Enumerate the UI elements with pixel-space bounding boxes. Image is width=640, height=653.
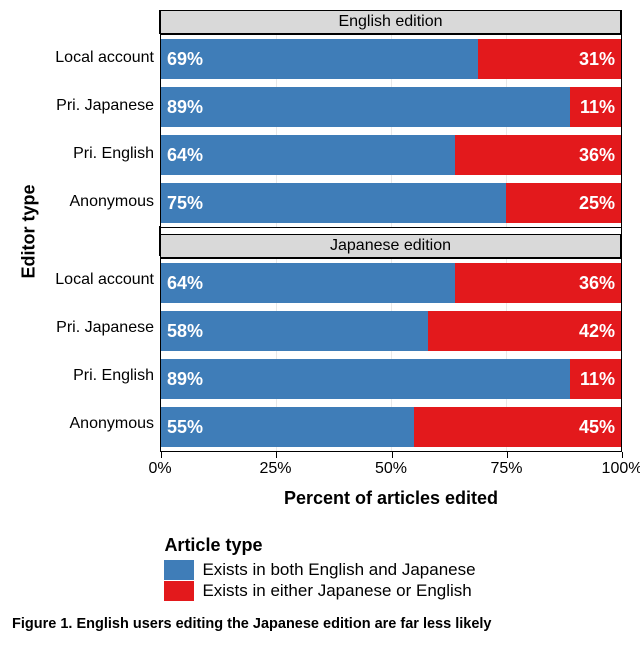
panel-header: Japanese edition [160,234,621,258]
y-axis-category-label: Anonymous [40,400,160,448]
x-axis-tick-label: 75% [490,460,522,478]
bar-segment-both: 58% [161,311,428,351]
y-axis-category-label: Anonymous [40,178,160,226]
x-axis-ticks [160,452,622,460]
legend-label: Exists in both English and Japanese [202,560,475,580]
bar-row: 75%25% [160,179,621,228]
bar-segment-either: 42% [428,311,621,351]
bar-segment-both: 89% [161,359,570,399]
bar-row: 89%11% [160,83,621,131]
legend-items: Exists in both English and JapaneseExist… [164,560,475,601]
bar-row: 69%31% [160,34,621,83]
bar-segment-both: 69% [161,39,478,79]
bar-segment-either: 36% [455,263,621,303]
bar-segment-both: 64% [161,135,455,175]
bar-segment-either: 36% [455,135,621,175]
y-axis-category-label: Pri. Japanese [40,304,160,352]
bar-segment-both: 55% [161,407,414,447]
legend-swatch [164,581,194,601]
bar-row: 64%36% [160,258,621,307]
figure-caption: Figure 1. English users editing the Japa… [0,602,640,632]
legend-item: Exists in either Japanese or English [164,581,475,601]
y-axis-title-col: Editor type [18,10,40,452]
y-axis-category-label: Local account [40,256,160,304]
x-axis-tick-label: 0% [148,460,171,478]
bar-row: 58%42% [160,307,621,355]
y-axis-labels-column: Local accountPri. JapanesePri. EnglishAn… [40,10,160,452]
plot-area: English edition69%31%89%11%64%36%75%25%J… [160,10,622,452]
bar-segment-either: 31% [478,39,621,79]
y-axis-category-label: Pri. Japanese [40,82,160,130]
bar-segment-either: 11% [570,87,621,127]
bar-row: 64%36% [160,131,621,179]
x-axis-tick-label: 25% [259,460,291,478]
x-axis-title: Percent of articles edited [160,488,622,509]
y-axis-category-label: Pri. English [40,130,160,178]
panel-header: English edition [160,10,621,34]
chart-body: Editor type Local accountPri. JapanesePr… [18,10,622,452]
chart-container: Editor type Local accountPri. JapanesePr… [0,0,640,602]
bar-row: 55%45% [160,403,621,452]
bar-row: 89%11% [160,355,621,403]
x-axis-tick-label: 50% [375,460,407,478]
legend-item: Exists in both English and Japanese [164,560,475,580]
bar-segment-either: 25% [506,183,621,223]
x-axis-labels: 0%25%50%75%100% [160,460,622,482]
legend-label: Exists in either Japanese or English [202,581,471,601]
y-axis-title: Editor type [19,184,40,278]
x-axis-tick-label: 100% [602,460,640,478]
legend-title: Article type [164,535,475,556]
bar-segment-both: 89% [161,87,570,127]
y-axis-category-label: Local account [40,34,160,82]
bar-segment-both: 75% [161,183,506,223]
x-axis-area: 0%25%50%75%100% Percent of articles edit… [18,452,622,509]
bar-segment-either: 45% [414,407,621,447]
bar-segment-both: 64% [161,263,455,303]
legend-swatch [164,560,194,580]
y-axis-category-label: Pri. English [40,352,160,400]
legend: Article type Exists in both English and … [18,535,622,602]
bar-segment-either: 11% [570,359,621,399]
